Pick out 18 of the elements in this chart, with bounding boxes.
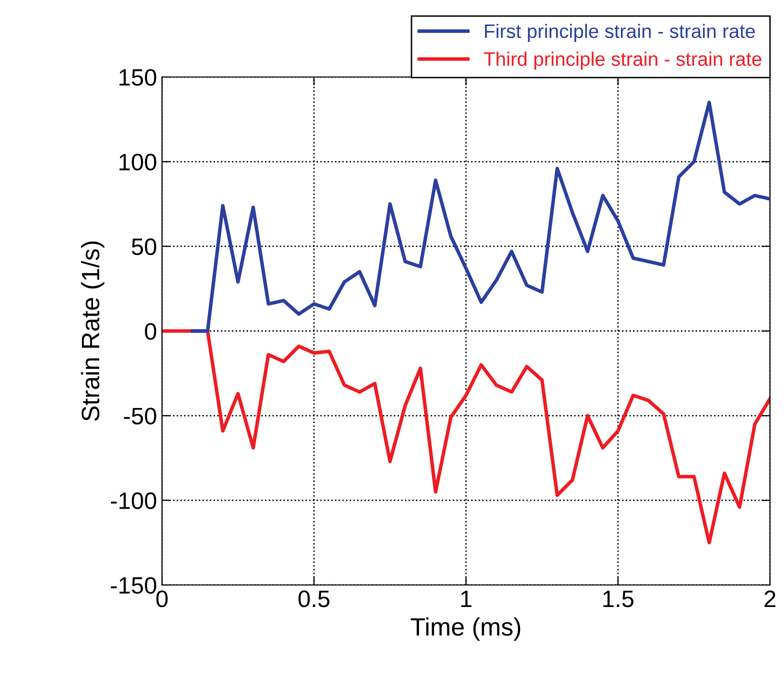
x-tick-label: 0.5 xyxy=(298,590,330,608)
y-tick-label: -100 xyxy=(110,492,156,510)
y-tick-label: 50 xyxy=(132,238,156,256)
x-tick-label: 0 xyxy=(156,590,168,608)
legend-label: First principle strain - strain rate xyxy=(485,24,755,42)
y-tick-label: 150 xyxy=(120,69,156,86)
y-axis-title: Strain Rate (1/s) xyxy=(81,242,104,421)
y-tick-label: 0 xyxy=(144,323,156,340)
legend-label: Third principle strain - strain rate xyxy=(484,52,762,70)
x-axis-title: Time (ms) xyxy=(410,617,520,641)
y-tick-label: -150 xyxy=(110,577,156,594)
x-tick-label: 2 xyxy=(764,590,776,607)
line-series xyxy=(190,100,770,333)
x-tick-label: 1.5 xyxy=(603,590,634,608)
line-series xyxy=(162,329,770,544)
y-tick-label: -50 xyxy=(124,408,156,424)
y-tick-label: 100 xyxy=(120,154,156,170)
x-tick-label: 1 xyxy=(461,590,472,607)
